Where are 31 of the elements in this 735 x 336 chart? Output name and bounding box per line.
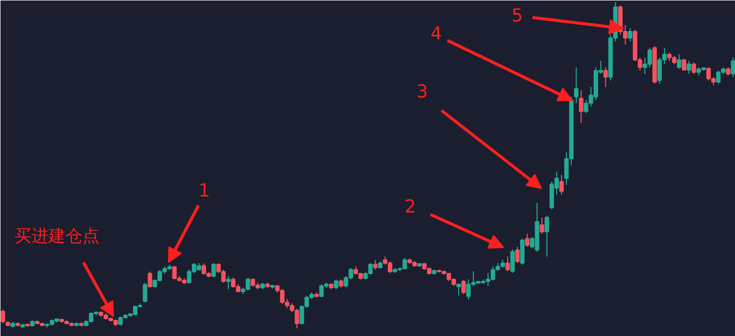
candlestick bbox=[456, 282, 461, 296]
annotation: 3 bbox=[416, 82, 428, 102]
candlestick bbox=[559, 174, 564, 196]
annotation: 5 bbox=[512, 6, 523, 26]
candlestick bbox=[0, 308, 6, 324]
candlestick bbox=[211, 262, 216, 278]
candlestick bbox=[574, 66, 578, 104]
candlestick bbox=[578, 90, 584, 124]
candlestick bbox=[515, 246, 520, 264]
annotation: 2 bbox=[404, 196, 416, 218]
candlestick bbox=[373, 259, 378, 270]
candlestick bbox=[692, 62, 696, 74]
candlestick bbox=[544, 215, 550, 258]
annotation: 4 bbox=[430, 24, 442, 44]
candlestick bbox=[334, 278, 338, 290]
candlestick bbox=[686, 60, 692, 74]
candlestick bbox=[628, 28, 632, 42]
candlestick bbox=[510, 248, 515, 274]
candlestick bbox=[525, 233, 530, 248]
candlestick bbox=[730, 57, 735, 78]
candlestick bbox=[142, 282, 148, 303]
candlestick bbox=[676, 54, 682, 70]
candlestick bbox=[226, 276, 231, 290]
candlestick bbox=[540, 216, 544, 234]
annotation: 买进建仓点 bbox=[14, 226, 100, 246]
candlestick bbox=[148, 271, 152, 288]
candlestick bbox=[505, 256, 510, 272]
candlestick bbox=[520, 238, 525, 266]
annotation: 1 bbox=[198, 180, 210, 202]
candlestick bbox=[461, 280, 466, 295]
candlestick bbox=[603, 66, 608, 88]
